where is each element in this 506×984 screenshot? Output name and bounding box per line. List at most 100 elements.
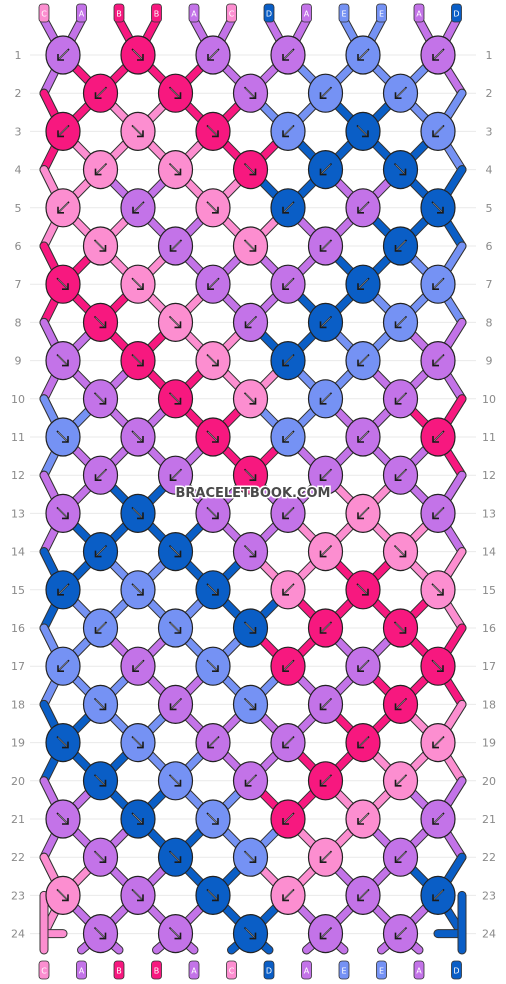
row-label-left: 21 bbox=[11, 813, 25, 826]
bottom-thread-letter: A bbox=[79, 967, 85, 976]
row-label-left: 5 bbox=[15, 202, 22, 215]
arrow-down-right-icon bbox=[168, 774, 182, 787]
arrow-down-left-icon bbox=[394, 697, 408, 711]
bottom-thread-letter: A bbox=[304, 967, 310, 976]
arrow-down-right-icon bbox=[93, 315, 107, 329]
row-label-right: 21 bbox=[482, 813, 496, 826]
row-label-left: 3 bbox=[15, 125, 22, 138]
arrow-down-right-icon bbox=[93, 392, 107, 405]
arrow-down-left-icon bbox=[319, 86, 333, 99]
top-thread-letter: C bbox=[229, 10, 235, 19]
arrow-down-right-icon bbox=[206, 201, 219, 214]
arrow-down-left-icon bbox=[432, 124, 445, 138]
arrow-down-right-icon bbox=[243, 850, 257, 864]
row-label-right: 13 bbox=[482, 507, 496, 520]
row-label-right: 1 bbox=[486, 49, 493, 62]
arrow-down-left-icon bbox=[319, 621, 333, 634]
arrow-down-right-icon bbox=[168, 850, 182, 864]
arrow-down-left-icon bbox=[169, 468, 183, 482]
row-label-left: 16 bbox=[11, 622, 25, 635]
arrow-down-right-icon bbox=[393, 163, 407, 176]
arrow-down-left-icon bbox=[207, 48, 220, 61]
row-label-left: 23 bbox=[11, 889, 25, 902]
arrow-down-right-icon bbox=[131, 888, 144, 902]
arrow-down-right-icon bbox=[206, 583, 219, 596]
arrow-down-left-icon bbox=[432, 812, 445, 825]
arrow-down-right-icon bbox=[93, 850, 107, 864]
row-label-right: 18 bbox=[482, 698, 496, 711]
bottom-thread-swatch bbox=[76, 960, 87, 980]
arrow-down-left-icon bbox=[432, 48, 445, 61]
arrow-down-left-icon bbox=[244, 315, 258, 329]
row-label-right: 11 bbox=[482, 431, 496, 444]
arrow-down-right-icon bbox=[93, 774, 107, 787]
arrow-down-right-icon bbox=[168, 392, 182, 405]
top-thread-letter: E bbox=[341, 10, 346, 19]
arrow-down-left-icon bbox=[432, 430, 445, 443]
top-thread-letter: A bbox=[304, 10, 310, 19]
arrow-down-left-icon bbox=[357, 812, 370, 825]
arrow-down-right-icon bbox=[243, 239, 257, 252]
row-label-left: 17 bbox=[11, 660, 25, 673]
top-thread-swatch bbox=[151, 3, 162, 23]
row-label-left: 10 bbox=[11, 393, 25, 406]
arrow-down-right-icon bbox=[206, 888, 219, 902]
row-label-right: 23 bbox=[482, 889, 496, 902]
bottom-thread-swatch bbox=[376, 960, 387, 980]
arrow-down-right-icon bbox=[131, 583, 144, 596]
bottom-thread-letter: D bbox=[453, 967, 459, 976]
top-thread-letter: C bbox=[41, 10, 47, 19]
arrow-down-left-icon bbox=[394, 86, 408, 99]
arrow-down-right-icon bbox=[243, 927, 257, 940]
arrow-down-left-icon bbox=[57, 583, 70, 596]
top-thread-swatch bbox=[38, 3, 50, 23]
arrow-down-left-icon bbox=[357, 506, 370, 520]
arrow-down-right-icon bbox=[243, 697, 257, 711]
arrow-down-right-icon bbox=[393, 621, 407, 634]
bottom-thread-letter: B bbox=[116, 967, 122, 976]
arrow-down-left-icon bbox=[282, 659, 295, 673]
arrow-down-right-icon bbox=[243, 392, 257, 405]
arrow-down-right-icon bbox=[56, 812, 69, 825]
top-thread-swatch bbox=[76, 3, 87, 23]
arrow-down-right-icon bbox=[56, 277, 69, 291]
arrow-down-left-icon bbox=[94, 621, 108, 634]
arrow-down-left-icon bbox=[319, 468, 333, 482]
top-thread-swatch bbox=[188, 3, 200, 23]
bottom-thread-letter: C bbox=[41, 967, 47, 976]
arrow-down-left-icon bbox=[394, 927, 408, 940]
arrow-down-left-icon bbox=[394, 315, 408, 329]
row-label-left: 22 bbox=[11, 851, 25, 864]
top-thread-swatch bbox=[113, 3, 125, 23]
row-label-right: 4 bbox=[486, 164, 493, 177]
row-label-left: 9 bbox=[15, 355, 22, 368]
arrow-down-right-icon bbox=[131, 430, 144, 443]
top-thread-letter: E bbox=[379, 10, 384, 19]
arrow-down-left-icon bbox=[432, 277, 445, 291]
arrow-down-left-icon bbox=[394, 392, 408, 405]
arrow-down-left-icon bbox=[94, 86, 108, 99]
arrow-down-right-icon bbox=[56, 506, 69, 520]
row-label-right: 14 bbox=[482, 546, 496, 559]
top-thread-letter: B bbox=[154, 10, 160, 19]
arrow-down-left-icon bbox=[94, 163, 108, 176]
top-thread-swatch bbox=[226, 3, 237, 23]
arrow-down-left-icon bbox=[432, 506, 445, 520]
arrow-down-left-icon bbox=[282, 583, 295, 596]
arrow-down-left-icon bbox=[357, 736, 370, 749]
arrow-down-right-icon bbox=[131, 506, 144, 520]
arrow-down-left-icon bbox=[282, 812, 295, 825]
arrow-down-left-icon bbox=[57, 659, 70, 673]
arrow-down-right-icon bbox=[431, 659, 444, 673]
arrow-down-right-icon bbox=[206, 430, 219, 443]
arrow-down-left-icon bbox=[357, 277, 370, 291]
row-label-left: 18 bbox=[11, 698, 25, 711]
row-label-right: 22 bbox=[482, 851, 496, 864]
arrow-down-left-icon bbox=[244, 774, 258, 787]
bottom-thread-letter: E bbox=[341, 967, 346, 976]
arrow-down-right-icon bbox=[356, 583, 369, 596]
arrow-down-right-icon bbox=[168, 621, 182, 634]
row-label-right: 3 bbox=[486, 125, 493, 138]
